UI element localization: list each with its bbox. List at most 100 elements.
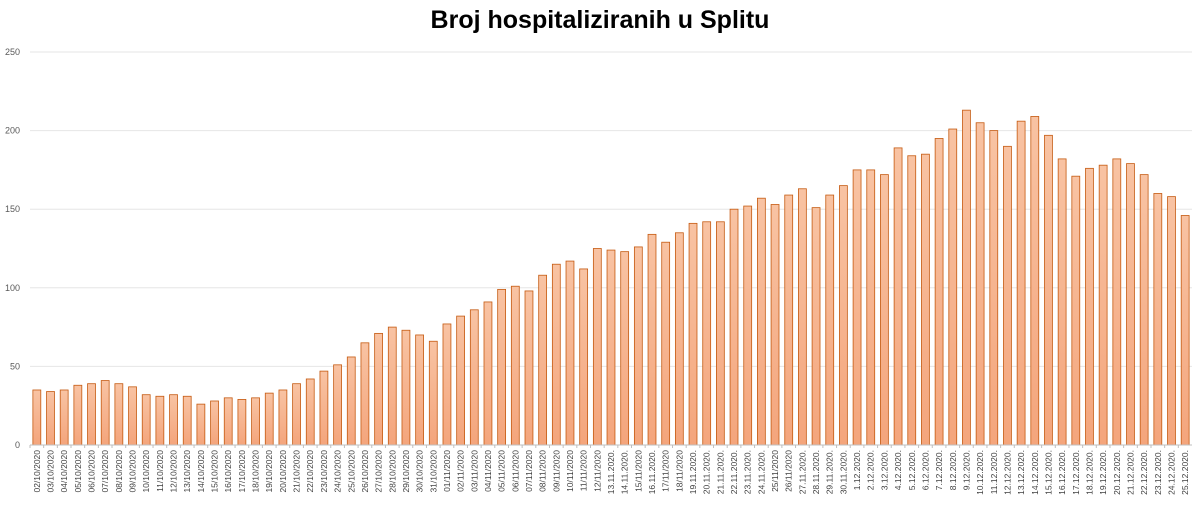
x-tick-label: 09/11/2020: [551, 450, 561, 492]
x-tick-label: 06/11/2020: [510, 450, 520, 492]
bar: [415, 334, 424, 446]
y-tick-label: 50: [10, 361, 20, 371]
x-tick-label: 17.12.2020.: [1071, 450, 1081, 495]
bar: [1044, 134, 1053, 446]
x-tick-label: 1.12.2020.: [852, 450, 862, 490]
bar: [128, 386, 137, 446]
bar: [469, 309, 479, 446]
bar: [237, 399, 247, 446]
y-tick-label: 0: [15, 440, 20, 450]
x-tick-label: 02/11/2020: [456, 450, 466, 492]
bar: [1071, 175, 1081, 446]
x-tick-label: 13/10/2020: [182, 450, 192, 493]
bar: [319, 370, 329, 446]
bar: [716, 221, 725, 446]
bar: [1126, 163, 1135, 446]
x-tick-label: 03/10/2020: [46, 450, 56, 493]
x-tick-label: 2.12.2020.: [866, 450, 876, 490]
x-tick-label: 04/10/2020: [59, 450, 69, 493]
x-tick-label: 06/10/2020: [87, 450, 97, 493]
bar: [674, 232, 684, 446]
x-tick-label: 12/10/2020: [169, 450, 179, 493]
bar: [264, 392, 274, 446]
x-tick-label: 14/10/2020: [196, 450, 206, 493]
x-tick-label: 03/11/2020: [469, 450, 479, 492]
bar: [428, 340, 438, 446]
x-tick-label: 20.11.2020.: [702, 450, 712, 494]
bar: [87, 383, 96, 446]
chart-title: Broj hospitaliziranih u Splitu: [430, 6, 770, 34]
x-tick-label: 22.12.2020.: [1139, 450, 1149, 495]
x-tick-label: 5.12.2020.: [907, 450, 917, 490]
bar: [524, 290, 534, 446]
x-tick-label: 21.12.2020.: [1125, 450, 1135, 495]
bar: [1016, 120, 1026, 446]
x-tick-label: 29/10/2020: [401, 450, 411, 493]
bar: [1098, 164, 1108, 446]
bar: [647, 233, 657, 446]
bar: [169, 394, 178, 446]
bar: [729, 208, 739, 446]
x-tick-label: 27/10/2020: [374, 450, 384, 493]
bar: [346, 356, 356, 446]
bar: [811, 207, 821, 446]
x-tick-label: 22/10/2020: [305, 450, 315, 493]
bar: [1085, 167, 1094, 446]
bar: [770, 204, 780, 446]
x-tick-label: 26/11/2020: [784, 450, 794, 492]
x-tick-label: 08/10/2020: [114, 450, 124, 493]
bar: [633, 246, 643, 446]
x-tick-label: 14.12.2020.: [1030, 450, 1040, 495]
x-tick-label: 24/10/2020: [333, 450, 343, 493]
x-tick-label: 15/10/2020: [210, 450, 220, 493]
bar: [565, 260, 575, 446]
x-tick-label: 07/10/2020: [100, 450, 110, 493]
bar: [538, 274, 548, 446]
x-tick-label: 3.12.2020.: [879, 450, 889, 490]
bar: [46, 391, 55, 446]
x-tick-label: 30.11.2020.: [838, 450, 848, 494]
bar: [401, 329, 411, 446]
x-tick-label: 13.11.2020.: [606, 450, 616, 494]
bar: [141, 394, 151, 446]
bar: [592, 248, 602, 446]
bar: [551, 263, 561, 446]
x-tick-label: 14.11.2020.: [620, 450, 630, 494]
bar: [1139, 174, 1149, 446]
bar: [784, 194, 794, 446]
bar: [934, 138, 944, 446]
x-tick-label: 20.12.2020.: [1112, 450, 1122, 495]
bar: [866, 169, 876, 446]
x-tick-label: 8.12.2020.: [948, 450, 958, 490]
x-tick-label: 24.11.2020.: [756, 450, 766, 494]
x-tick-label: 09/10/2020: [128, 450, 138, 493]
bar: [510, 285, 520, 446]
bar: [1003, 145, 1012, 446]
x-tick-label: 18.12.2020.: [1084, 450, 1094, 495]
bar: [456, 315, 465, 446]
x-tick-label: 23.12.2020.: [1153, 450, 1163, 495]
x-tick-label: 11/11/2020: [579, 450, 589, 492]
y-tick-label: 100: [5, 283, 20, 293]
x-tick-label: 15/11/2020: [633, 450, 643, 492]
bar: [483, 301, 493, 446]
y-tick-label: 150: [5, 204, 20, 214]
x-tick-label: 21.11.2020.: [715, 450, 725, 494]
x-tick-label: 02/10/2020: [32, 450, 42, 493]
y-axis-ticks: 0 50 100 150 200 250: [5, 47, 20, 450]
x-tick-label: 23.11.2020.: [743, 450, 753, 494]
bar: [333, 364, 342, 446]
bars: [32, 109, 1190, 446]
bar: [688, 222, 698, 446]
x-tick-label: 19.11.2020.: [688, 450, 698, 494]
bar: [825, 194, 835, 446]
y-tick-label: 250: [5, 47, 20, 57]
bar: [114, 383, 124, 446]
x-tick-label: 08/11/2020: [538, 450, 548, 492]
bar: [292, 383, 301, 446]
x-tick-label: 16.12.2020.: [1057, 450, 1067, 495]
bar: [1057, 158, 1067, 446]
x-tick-label: 26/10/2020: [360, 450, 370, 493]
bar: [975, 122, 985, 446]
